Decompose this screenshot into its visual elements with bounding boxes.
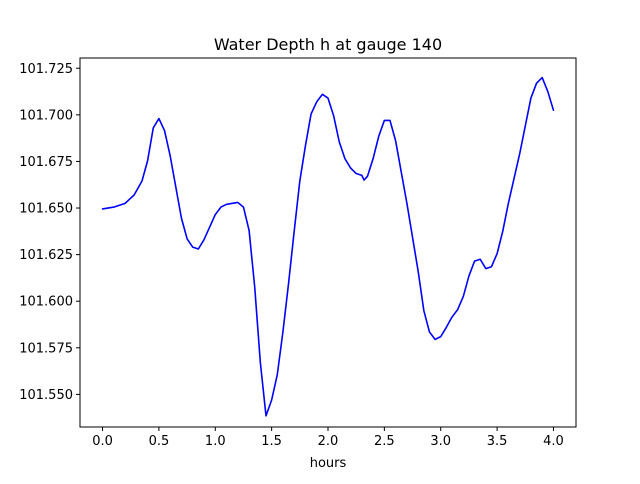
y-tick-label: 101.625	[19, 248, 73, 263]
y-tick-label: 101.550	[19, 388, 73, 403]
x-tick-label: 0.0	[92, 434, 113, 449]
x-tick-label: 2.0	[318, 434, 339, 449]
series-layer	[101, 76, 555, 417]
x-tick-label: 2.5	[374, 434, 395, 449]
x-axis-label: hours	[310, 456, 347, 471]
y-axis: 101.550 101.575 101.600 101.625 101.650 101.6…	[19, 62, 80, 403]
y-tick-label: 101.725	[19, 62, 73, 77]
x-tick-label: 3.0	[430, 434, 451, 449]
y-tick-label: 101.650	[19, 202, 73, 217]
y-tick-label: 101.600	[19, 295, 73, 310]
x-axis: 0.0 0.5 1.0 1.5 2.0 2.5 3.0 3.5 4.0	[92, 427, 564, 449]
chart-title: Water Depth h at gauge 140	[214, 35, 442, 54]
x-tick-label: 3.5	[487, 434, 508, 449]
x-tick-label: 0.5	[149, 434, 170, 449]
y-tick-label: 101.700	[19, 108, 73, 123]
plot-area	[80, 58, 576, 427]
series-line	[101, 76, 555, 417]
x-tick-label: 1.0	[205, 434, 226, 449]
y-tick-label: 101.675	[19, 155, 73, 170]
x-tick-label: 1.5	[261, 434, 282, 449]
x-tick-label: 4.0	[543, 434, 564, 449]
y-tick-label: 101.575	[19, 341, 73, 356]
